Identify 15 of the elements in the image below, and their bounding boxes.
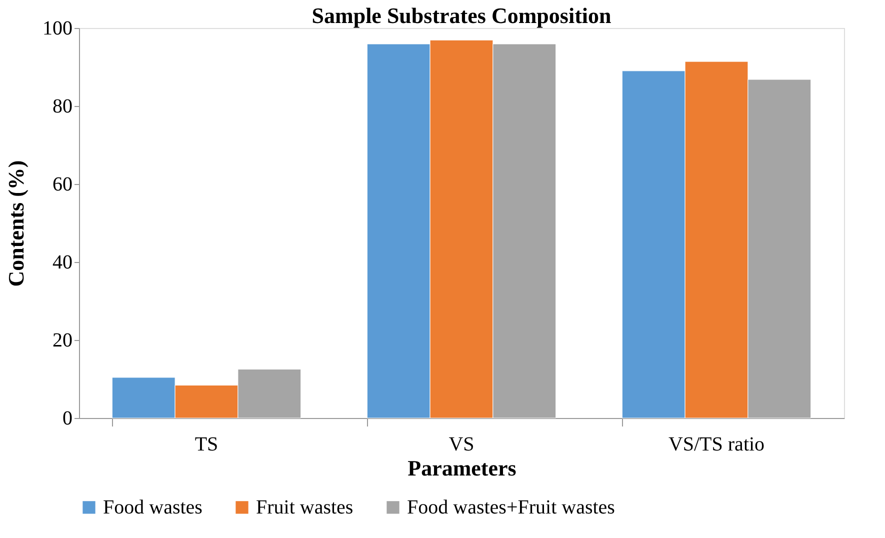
- y-tick-label: 20: [52, 330, 72, 352]
- x-tick-label: VS/TS ratio: [668, 434, 765, 456]
- y-tick-label: 100: [42, 18, 72, 40]
- x-tick-label: TS: [194, 434, 218, 456]
- x-tick-label: VS: [448, 434, 474, 456]
- legend-label: Fruit wastes: [256, 496, 354, 518]
- chart-title: Sample Substrates Composition: [312, 3, 612, 28]
- y-tick-label: 60: [52, 174, 72, 196]
- y-tick-label: 80: [52, 96, 72, 118]
- legend-label: Food wastes: [103, 496, 203, 518]
- y-axis-title: Contents (%): [4, 160, 28, 287]
- x-axis-title: Parameters: [408, 456, 517, 480]
- legend-label: Food wastes+Fruit wastes: [407, 496, 616, 518]
- y-tick-label: 40: [52, 252, 72, 274]
- y-tick-label: 0: [62, 408, 72, 430]
